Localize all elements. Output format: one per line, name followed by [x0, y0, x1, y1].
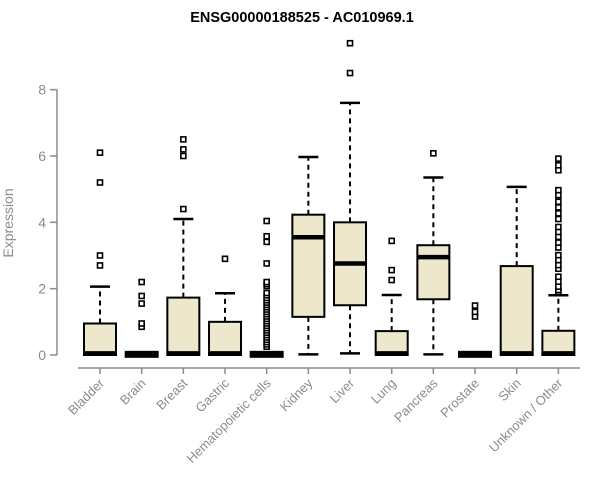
outlier-point	[263, 232, 270, 240]
outlier-point	[96, 262, 104, 269]
outlier-point	[180, 205, 187, 213]
outlier-point	[180, 152, 187, 160]
x-tick-label: Prostate	[437, 376, 482, 421]
box	[166, 296, 201, 357]
x-tick-label: Lung	[368, 376, 399, 407]
x-tick-label: Liver	[327, 375, 358, 406]
box-flat	[458, 350, 493, 358]
outlier-point	[96, 252, 104, 259]
box-flat	[124, 350, 159, 358]
outlier-point	[96, 179, 104, 186]
y-axis-label: Expression	[0, 188, 16, 257]
outlier-point	[555, 210, 562, 217]
outlier-point	[346, 69, 354, 77]
outlier-point	[138, 320, 145, 327]
outlier-point	[555, 204, 562, 211]
outlier-point	[346, 39, 354, 47]
outlier-point	[388, 276, 395, 284]
outlier-point	[221, 255, 229, 263]
box	[416, 244, 451, 301]
outlier-point	[180, 136, 187, 143]
outlier-point	[555, 273, 562, 281]
outlier-point	[180, 146, 187, 153]
outlier-point	[555, 215, 562, 223]
outlier-point	[263, 289, 270, 297]
outlier-point	[388, 266, 395, 274]
y-tick-label: 2	[38, 281, 46, 297]
outlier-point	[555, 161, 562, 169]
outlier-point	[555, 223, 562, 231]
outlier-point	[96, 149, 104, 156]
outlier-point	[430, 150, 437, 157]
x-tick-label: Brain	[117, 376, 149, 408]
outlier-point	[555, 186, 562, 194]
box	[208, 320, 243, 356]
box	[499, 265, 534, 356]
outlier-point	[471, 308, 479, 316]
x-tick-label: Kidney	[277, 375, 316, 414]
outlier-point	[263, 217, 270, 225]
x-tick-label: Skin	[495, 376, 523, 404]
y-tick-label: 0	[38, 347, 46, 363]
outlier-point	[138, 292, 145, 300]
x-tick-label: Pancreas	[391, 375, 441, 425]
outlier-point	[263, 278, 270, 286]
y-tick-label: 4	[38, 214, 46, 230]
x-tick-label: Unknown / Other	[486, 375, 566, 455]
x-tick-label: Gastric	[192, 375, 232, 415]
outlier-point	[263, 238, 270, 246]
y-tick-label: 8	[38, 82, 46, 98]
x-tick-label: Bladder	[65, 375, 108, 418]
y-tick-label: 6	[38, 148, 46, 164]
outlier-point	[138, 300, 145, 307]
box	[291, 213, 326, 318]
chart-title: ENSG00000188525 - AC010969.1	[190, 10, 414, 26]
x-tick-label: Breast	[153, 375, 190, 412]
outlier-point	[388, 237, 395, 245]
outlier-point	[555, 251, 562, 259]
outlier-point	[555, 198, 562, 206]
outlier-point	[555, 239, 562, 246]
outlier-point	[555, 155, 562, 162]
outlier-point	[471, 302, 479, 309]
outlier-point	[138, 278, 145, 286]
box-flat	[249, 350, 284, 358]
box	[83, 322, 117, 356]
box	[541, 329, 576, 356]
outlier-point	[263, 260, 270, 267]
